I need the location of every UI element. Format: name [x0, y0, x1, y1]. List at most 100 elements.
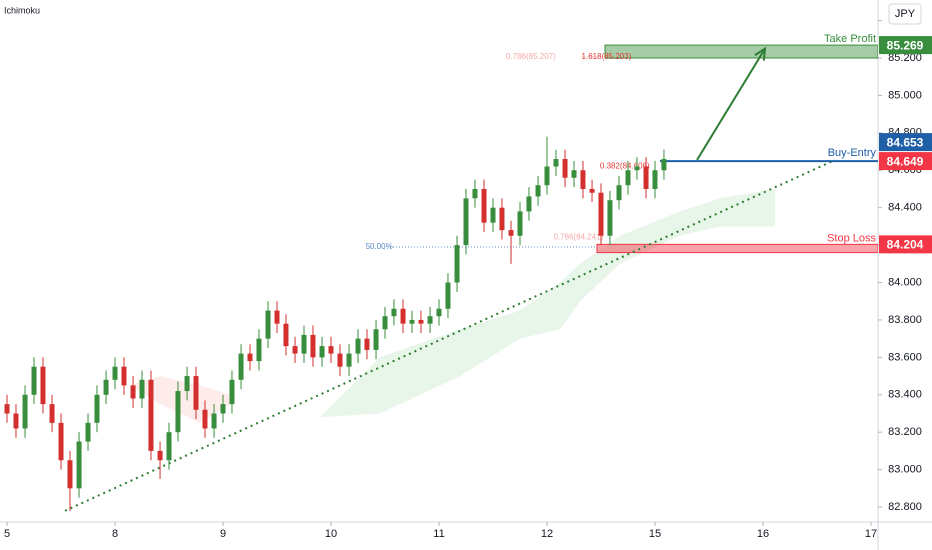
candle-body — [310, 334, 316, 358]
candle-body — [40, 366, 46, 405]
y-tick-label: 83.000 — [888, 464, 922, 476]
candle-body — [400, 308, 406, 324]
arrow-shaft — [696, 48, 766, 161]
candle-body — [346, 353, 352, 367]
candle-body — [463, 198, 469, 246]
candle-body — [301, 334, 307, 354]
candle-body — [229, 379, 235, 405]
candle-body — [175, 391, 181, 433]
x-tick-label: 9 — [220, 528, 226, 540]
entry-label: Buy-Entry — [828, 147, 877, 159]
candle-body — [220, 404, 226, 414]
ichimoku-cloud — [319, 188, 775, 418]
candle-body — [355, 338, 361, 354]
fib-label: 0.786(85.207) — [506, 52, 556, 61]
y-tick-label: 85.200 — [888, 52, 922, 64]
candle-body — [130, 385, 136, 399]
candle-body — [265, 310, 271, 339]
candle-body — [409, 319, 415, 324]
candle-body — [445, 282, 451, 309]
candle-body — [202, 409, 208, 429]
candle-body — [436, 308, 442, 317]
candle-body — [319, 346, 325, 358]
candle-body — [517, 211, 523, 236]
price-tag-label: 85.269 — [887, 38, 924, 52]
y-tick-label: 83.400 — [888, 389, 922, 401]
candle-body — [580, 170, 586, 189]
candle-body — [85, 422, 91, 442]
candle-body — [472, 188, 478, 199]
candle-body — [76, 441, 82, 489]
price-tag-label: 84.653 — [887, 135, 924, 149]
candle-body — [364, 338, 370, 350]
x-tick-label: 5 — [4, 528, 10, 540]
price-tag-label: 84.204 — [887, 238, 924, 252]
x-tick-label: 15 — [649, 528, 661, 540]
candle-body — [94, 394, 100, 423]
candle-body — [337, 353, 343, 367]
indicator-label: Ichimoku — [4, 5, 40, 15]
candle-body — [373, 329, 379, 350]
candle-body — [544, 166, 550, 186]
fib-label: 50.00% — [366, 242, 393, 251]
fib-label: 0.382(84.606) — [600, 162, 650, 171]
candle-body — [193, 376, 199, 410]
candle-body — [112, 366, 118, 380]
y-tick-label: 83.600 — [888, 351, 922, 363]
candle-body — [13, 413, 19, 429]
candle-body — [121, 366, 127, 386]
candle-body — [49, 404, 55, 423]
price-tag — [879, 36, 932, 55]
candle-body — [625, 170, 631, 186]
zone-label: Take Profit — [824, 33, 876, 45]
candle-body — [4, 404, 10, 414]
candle-body — [643, 166, 649, 189]
price-tag — [879, 152, 932, 171]
x-tick-label: 16 — [757, 528, 769, 540]
currency-label: JPY — [895, 8, 916, 20]
y-tick-label: 84.000 — [888, 276, 922, 288]
candle-body — [247, 353, 253, 362]
candle-body — [508, 230, 514, 236]
fib-label: 0.786(84.241) — [553, 233, 603, 242]
candle-body — [67, 460, 73, 489]
candle-body — [661, 159, 667, 171]
y-tick-label: 82.800 — [888, 501, 922, 513]
candle-body — [535, 185, 541, 197]
candle-body — [283, 323, 289, 347]
candle-body — [526, 196, 532, 212]
zone-label: Stop Loss — [827, 232, 876, 244]
y-tick-label: 84.400 — [888, 202, 922, 214]
candle-body — [328, 346, 334, 354]
candle-body — [211, 413, 217, 429]
x-tick-label: 11 — [433, 528, 444, 540]
price-tag-label: 84.649 — [887, 154, 924, 168]
fib-label: 1.618(85.203) — [582, 52, 632, 61]
price-tag — [879, 133, 932, 152]
candle-body — [184, 376, 190, 392]
candle-body — [454, 245, 460, 283]
candle-body — [382, 316, 388, 330]
x-tick-label: 12 — [541, 528, 553, 540]
candle-body — [562, 159, 568, 178]
candle-body — [166, 432, 172, 461]
arrow-head — [754, 46, 767, 61]
y-tick-label: 83.800 — [888, 314, 922, 326]
candle-body — [607, 200, 613, 236]
candle-body — [616, 185, 622, 201]
candle-body — [427, 316, 433, 324]
y-tick-label: 83.200 — [888, 426, 922, 438]
price-tag — [879, 235, 932, 254]
candle-body — [598, 192, 604, 236]
candle-body — [418, 319, 424, 324]
candle-body — [139, 379, 145, 399]
x-tick-label: 8 — [112, 528, 118, 540]
candle-body — [148, 379, 154, 451]
candle-body — [634, 166, 640, 171]
zone — [604, 44, 878, 59]
candle-body — [157, 450, 163, 461]
candle-body — [652, 170, 658, 189]
candle-body — [481, 188, 487, 223]
candle-body — [31, 366, 37, 395]
